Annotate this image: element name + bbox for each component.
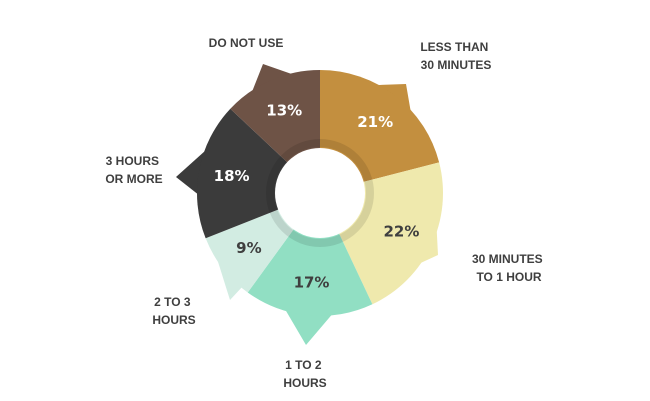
- category-labels: LESS THAN 30 MINUTES 30 MINUTES TO 1 HOU…: [105, 36, 546, 390]
- value-label-3-hours-or-more: 18%: [214, 167, 250, 185]
- category-label-3-hours-or-more: 3 HOURS OR MORE: [105, 154, 162, 186]
- category-label-do-not-use: DO NOT USE: [209, 36, 284, 50]
- category-label-less-than-30-minutes: LESS THAN 30 MINUTES: [420, 40, 491, 72]
- slice-3-hours-or-more: [197, 108, 320, 239]
- value-label-do-not-use: 13%: [266, 101, 302, 119]
- donut-hole-ring: [266, 139, 374, 247]
- donut-hole: [275, 148, 365, 238]
- category-label-2-to-3-hours: 2 TO 3 HOURS: [152, 295, 195, 327]
- value-label-1-to-2-hours: 17%: [294, 274, 330, 292]
- value-label-less-than-30-minutes: 21%: [357, 113, 393, 131]
- slice-1-to-2-hours: [247, 193, 373, 316]
- value-label-30-minutes-to-1-hour: 22%: [383, 222, 419, 240]
- category-label-30-minutes-to-1-hour: 30 MINUTES TO 1 HOUR: [472, 252, 546, 284]
- category-label-1-to-2-hours: 1 TO 2 HOURS: [283, 358, 326, 390]
- value-label-2-to-3-hours: 9%: [236, 239, 261, 257]
- value-labels: 21% 22% 17% 9% 18% 13%: [214, 101, 420, 291]
